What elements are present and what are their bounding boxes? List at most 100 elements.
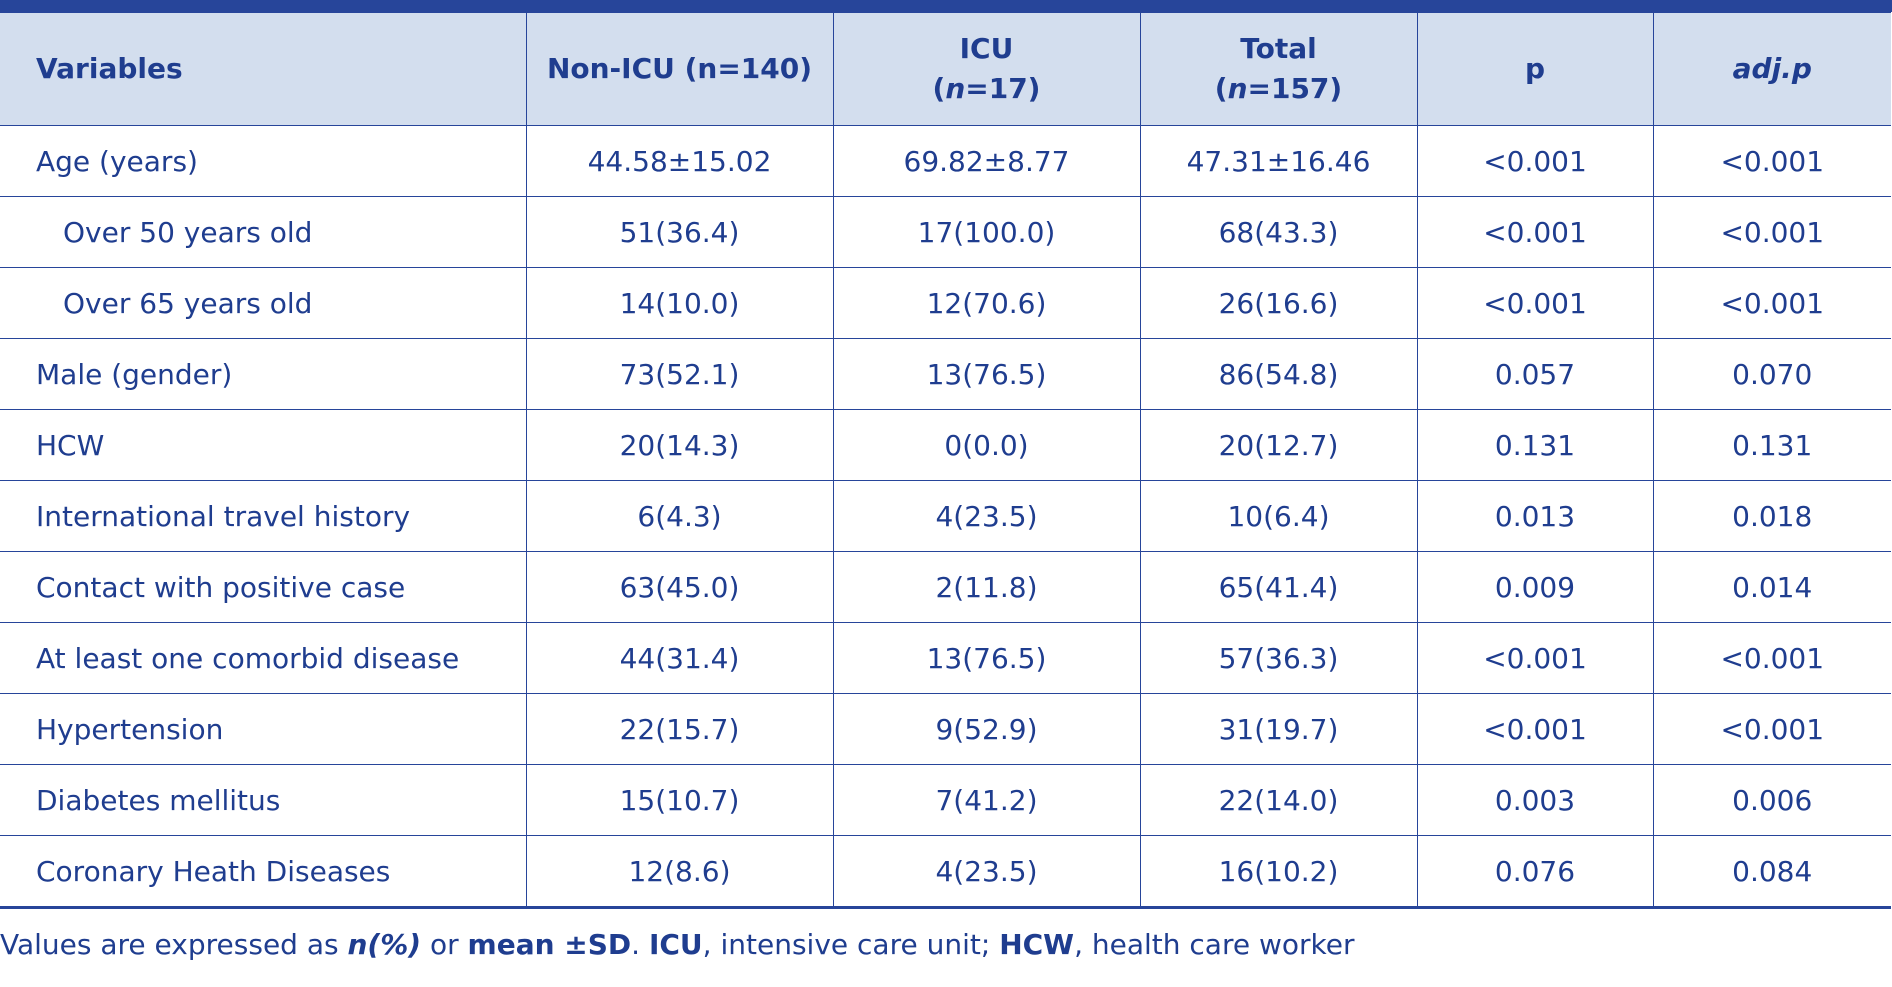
cell-icu: 13(76.5) <box>832 338 1141 410</box>
cell-adj-p: 0.006 <box>1652 764 1891 836</box>
footnote-mean-sd: mean ±SD <box>467 928 632 961</box>
cell-total: 57(36.3) <box>1139 622 1418 694</box>
cell-icu: 69.82±8.77 <box>832 125 1141 197</box>
cell-p: <0.001 <box>1416 693 1654 765</box>
table-row: Male (gender) 73(52.1) 13(76.5) 86(54.8)… <box>0 338 1891 410</box>
cell-total: 65(41.4) <box>1139 551 1418 623</box>
cell-p: 0.076 <box>1416 835 1654 909</box>
header-total-line1: Total <box>1240 32 1317 65</box>
row-label: Contact with positive case <box>0 551 527 623</box>
header-non-icu: Non-ICU (n=140) <box>525 12 834 126</box>
cell-icu: 12(70.6) <box>832 267 1141 339</box>
table-row: International travel history 6(4.3) 4(23… <box>0 480 1891 552</box>
cell-icu: 4(23.5) <box>832 480 1141 552</box>
row-label: Diabetes mellitus <box>0 764 527 836</box>
header-icu: ICU (n=17) <box>832 12 1141 126</box>
cell-non-icu: 73(52.1) <box>525 338 834 410</box>
cell-adj-p: 0.131 <box>1652 409 1891 481</box>
cell-adj-p: 0.070 <box>1652 338 1891 410</box>
table-footnote: Values are expressed as n(%) or mean ±SD… <box>0 928 1354 961</box>
cell-adj-p: <0.001 <box>1652 267 1891 339</box>
cell-adj-p: 0.084 <box>1652 835 1891 909</box>
cell-total: 31(19.7) <box>1139 693 1418 765</box>
header-icu-n: n <box>945 72 966 105</box>
cell-icu: 7(41.2) <box>832 764 1141 836</box>
header-icu-line2: (n=17) <box>932 72 1041 105</box>
cell-p: <0.001 <box>1416 622 1654 694</box>
header-adj-p-text: adj.p <box>1732 52 1812 85</box>
cell-total: 16(10.2) <box>1139 835 1418 909</box>
cell-adj-p: <0.001 <box>1652 693 1891 765</box>
row-label: Coronary Heath Diseases <box>0 835 527 909</box>
footnote-icu: ICU <box>648 928 703 961</box>
table-row: Over 65 years old 14(10.0) 12(70.6) 26(1… <box>0 267 1891 339</box>
table-row: Diabetes mellitus 15(10.7) 7(41.2) 22(14… <box>0 764 1891 836</box>
footnote-text: Values are expressed as <box>0 928 348 961</box>
header-variables: Variables <box>0 12 527 126</box>
table-container: Variables Non-ICU (n=140) ICU (n=17) Tot… <box>0 0 1892 909</box>
cell-adj-p: <0.001 <box>1652 622 1891 694</box>
table-row: Contact with positive case 63(45.0) 2(11… <box>0 551 1891 623</box>
header-adj-p: adj.p <box>1652 12 1891 126</box>
cell-adj-p: <0.001 <box>1652 196 1891 268</box>
header-total-line2: (n=157) <box>1214 72 1343 105</box>
cell-non-icu: 12(8.6) <box>525 835 834 909</box>
cell-icu: 2(11.8) <box>832 551 1141 623</box>
header-icu-line1: ICU <box>959 32 1014 65</box>
cell-total: 26(16.6) <box>1139 267 1418 339</box>
row-label: Age (years) <box>0 125 527 197</box>
cell-adj-p: <0.001 <box>1652 125 1891 197</box>
footnote-text: , intensive care unit; <box>702 928 1000 961</box>
cell-icu: 17(100.0) <box>832 196 1141 268</box>
table-row: Coronary Heath Diseases 12(8.6) 4(23.5) … <box>0 835 1891 909</box>
cell-p: <0.001 <box>1416 125 1654 197</box>
cell-non-icu: 22(15.7) <box>525 693 834 765</box>
cell-p: 0.003 <box>1416 764 1654 836</box>
cell-non-icu: 15(10.7) <box>525 764 834 836</box>
cell-adj-p: 0.018 <box>1652 480 1891 552</box>
cell-icu: 9(52.9) <box>832 693 1141 765</box>
header-p: p <box>1416 12 1654 126</box>
cell-total: 68(43.3) <box>1139 196 1418 268</box>
cell-p: 0.131 <box>1416 409 1654 481</box>
table-row: Age (years) 44.58±15.02 69.82±8.77 47.31… <box>0 125 1891 197</box>
row-label: Over 65 years old <box>0 267 527 339</box>
row-label: Over 50 years old <box>0 196 527 268</box>
cell-non-icu: 44.58±15.02 <box>525 125 834 197</box>
table-row: HCW 20(14.3) 0(0.0) 20(12.7) 0.131 0.131 <box>0 409 1891 481</box>
cell-non-icu: 44(31.4) <box>525 622 834 694</box>
table-row: At least one comorbid disease 44(31.4) 1… <box>0 622 1891 694</box>
cell-p: 0.013 <box>1416 480 1654 552</box>
footnote-text: , health care worker <box>1074 928 1355 961</box>
cell-p: <0.001 <box>1416 196 1654 268</box>
header-total-n: n <box>1227 72 1248 105</box>
cell-total: 20(12.7) <box>1139 409 1418 481</box>
header-total: Total (n=157) <box>1139 12 1418 126</box>
cell-non-icu: 6(4.3) <box>525 480 834 552</box>
cell-total: 47.31±16.46 <box>1139 125 1418 197</box>
cell-icu: 13(76.5) <box>832 622 1141 694</box>
cell-p: 0.057 <box>1416 338 1654 410</box>
footnote-hcw: HCW <box>999 928 1075 961</box>
cell-non-icu: 63(45.0) <box>525 551 834 623</box>
footnote-text: . <box>631 928 649 961</box>
cell-p: <0.001 <box>1416 267 1654 339</box>
row-label: Hypertension <box>0 693 527 765</box>
cell-total: 22(14.0) <box>1139 764 1418 836</box>
cell-icu: 0(0.0) <box>832 409 1141 481</box>
data-table: Variables Non-ICU (n=140) ICU (n=17) Tot… <box>0 12 1891 909</box>
cell-p: 0.009 <box>1416 551 1654 623</box>
row-label: Male (gender) <box>0 338 527 410</box>
row-label: International travel history <box>0 480 527 552</box>
cell-non-icu: 20(14.3) <box>525 409 834 481</box>
header-row: Variables Non-ICU (n=140) ICU (n=17) Tot… <box>0 12 1891 126</box>
cell-icu: 4(23.5) <box>832 835 1141 909</box>
table-row: Hypertension 22(15.7) 9(52.9) 31(19.7) <… <box>0 693 1891 765</box>
cell-non-icu: 14(10.0) <box>525 267 834 339</box>
cell-adj-p: 0.014 <box>1652 551 1891 623</box>
table-top-rule <box>0 0 1892 12</box>
cell-non-icu: 51(36.4) <box>525 196 834 268</box>
cell-total: 86(54.8) <box>1139 338 1418 410</box>
footnote-n-percent: n(%) <box>347 928 422 961</box>
cell-total: 10(6.4) <box>1139 480 1418 552</box>
